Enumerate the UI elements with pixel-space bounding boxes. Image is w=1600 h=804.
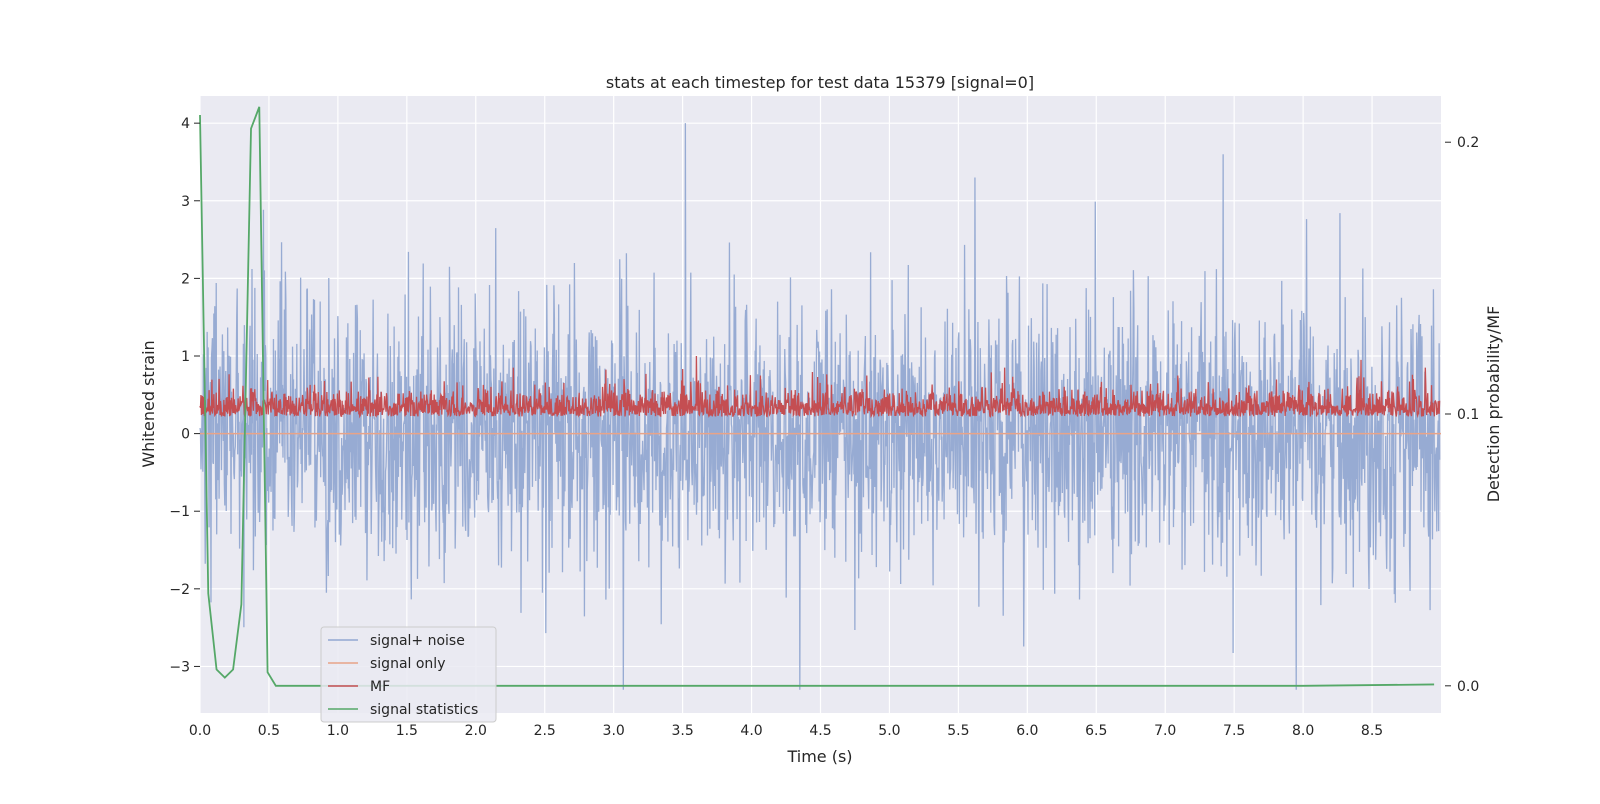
axes-layer: 0.0 0.5 1.0 1.5 2.0 2.5 3.0 3.5 4.0 4.5 5.0 5.5 6.0 6… bbox=[169, 116, 1479, 739]
legend-label-mf: MF bbox=[370, 679, 390, 695]
y-tick-label: 2 bbox=[181, 271, 190, 287]
legend: signal+ noise signal only MF signal stat… bbox=[320, 626, 497, 723]
x-tick-label: 7.0 bbox=[1154, 723, 1176, 739]
x-tick-label: 2.5 bbox=[534, 723, 556, 739]
y2-tick-label: 0.1 bbox=[1457, 407, 1479, 423]
x-tick-label: 8.5 bbox=[1361, 723, 1383, 739]
legend-label-signal-noise: signal+ noise bbox=[370, 633, 465, 649]
y-tick-label: −3 bbox=[169, 659, 190, 675]
chart-title: stats at each timestep for test data 153… bbox=[606, 73, 1034, 92]
series-mf-line bbox=[199, 355, 1441, 419]
legend-box bbox=[320, 626, 497, 723]
x-tick-label: 6.5 bbox=[1085, 723, 1107, 739]
legend-entry-signal-only: signal only bbox=[328, 656, 445, 672]
series-signal-statistics-line bbox=[199, 106, 1435, 687]
legend-label-signal-statistics: signal statistics bbox=[370, 702, 478, 718]
series-layer bbox=[199, 106, 1441, 690]
y-axis-label: Whitened strain bbox=[139, 340, 158, 467]
x-axis-label: Time (s) bbox=[786, 747, 852, 766]
x-tick-label: 2.0 bbox=[465, 723, 487, 739]
x-tick-label: 8.0 bbox=[1292, 723, 1314, 739]
y-tick-label: 0 bbox=[181, 427, 190, 443]
y-tick-label: −1 bbox=[169, 504, 190, 520]
y2-axis-label: Detection probability/MF bbox=[1484, 306, 1503, 503]
x-tick-label: 6.0 bbox=[1016, 723, 1038, 739]
x-tick-label: 1.5 bbox=[396, 723, 418, 739]
y-tick-label: −2 bbox=[169, 582, 190, 598]
y2-tick-label: 0.0 bbox=[1457, 679, 1479, 695]
y-tick-label: 1 bbox=[181, 349, 190, 365]
x-tick-label: 0.5 bbox=[258, 723, 280, 739]
x-tick-label: 3.0 bbox=[603, 723, 625, 739]
legend-entry-signal-statistics: signal statistics bbox=[328, 702, 478, 718]
legend-label-signal-only: signal only bbox=[370, 656, 445, 672]
x-tick-label: 4.0 bbox=[740, 723, 762, 739]
x-tick-label: 5.5 bbox=[947, 723, 969, 739]
y2-tick-label: 0.2 bbox=[1457, 135, 1479, 151]
x-tick-label: 7.5 bbox=[1223, 723, 1245, 739]
x-tick-label: 5.0 bbox=[878, 723, 900, 739]
legend-entry-mf: MF bbox=[328, 679, 390, 695]
y-tick-label: 4 bbox=[181, 116, 190, 132]
x-tick-label: 4.5 bbox=[809, 723, 831, 739]
legend-entry-signal-noise: signal+ noise bbox=[328, 633, 465, 649]
x-tick-label: 3.5 bbox=[671, 723, 693, 739]
x-tick-label: 0.0 bbox=[189, 723, 211, 739]
x-tick-label: 1.0 bbox=[327, 723, 349, 739]
y-tick-label: 3 bbox=[181, 194, 190, 210]
